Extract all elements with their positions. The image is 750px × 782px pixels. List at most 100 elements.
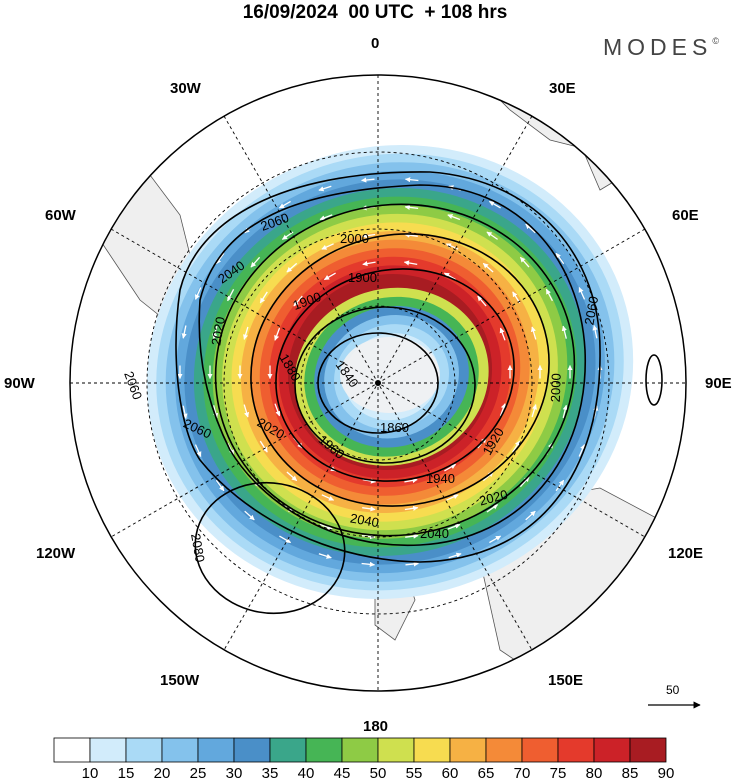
colorbar-label: 50 xyxy=(369,765,387,782)
wind-arrow xyxy=(215,252,225,265)
colorbar-swatch xyxy=(629,737,667,763)
colorbar-label: 70 xyxy=(513,765,531,782)
longitude-label: 120W xyxy=(36,545,76,562)
colorbar-label: 20 xyxy=(153,765,171,782)
colorbar-label: 55 xyxy=(405,765,423,782)
longitude-label: 30W xyxy=(170,80,201,97)
wind-arrow xyxy=(227,288,235,302)
wind-arrow xyxy=(445,243,459,250)
wind-arrow xyxy=(499,403,506,417)
wind-arrow xyxy=(274,327,281,341)
reference-arrow-label: 50 xyxy=(666,683,680,697)
wind-arrow xyxy=(404,204,419,210)
wind-arrow xyxy=(555,479,565,492)
wind-arrow xyxy=(578,287,586,300)
longitude-label: 180 xyxy=(363,718,389,735)
wind-arrow xyxy=(486,231,498,240)
wind-arrow xyxy=(545,288,553,302)
colorbar-swatch xyxy=(593,737,631,763)
brand-name: MODES xyxy=(603,34,713,60)
colorbar-label: 65 xyxy=(477,765,495,782)
colorbar-label: 75 xyxy=(549,765,567,782)
colorbar-swatch xyxy=(269,737,307,763)
contour-label: 1900 xyxy=(348,270,377,285)
contour-label: 2020 xyxy=(478,487,510,509)
wind-arrow xyxy=(278,200,291,209)
wind-arrow xyxy=(361,561,376,567)
wind-arrow xyxy=(321,243,334,250)
contour-label: 1940 xyxy=(426,471,455,486)
wind-arrow xyxy=(250,256,261,268)
colorbar-swatch xyxy=(377,737,415,763)
wind-arrow xyxy=(279,535,292,544)
wind-arrow xyxy=(530,326,537,340)
wind-arrow xyxy=(181,325,187,339)
colorbar-swatch xyxy=(449,737,487,763)
wind-arrow xyxy=(403,260,418,266)
wind-arrow xyxy=(525,510,536,521)
wind-arrow xyxy=(194,287,202,300)
colorbar-label: 10 xyxy=(81,765,99,782)
contour-label: 1860 xyxy=(380,420,409,435)
contour-label: 2000 xyxy=(340,231,369,246)
wind-arrow xyxy=(443,272,456,281)
wind-arrow xyxy=(578,444,586,457)
longitude-label: 60W xyxy=(45,207,76,224)
wind-arrow xyxy=(405,533,419,539)
wind-arrow xyxy=(444,463,457,472)
wind-arrow xyxy=(361,233,376,239)
height-contours xyxy=(175,171,663,615)
brand-logo: MODES© xyxy=(603,34,719,61)
wind-arrow xyxy=(321,494,335,501)
colorbar-swatch xyxy=(341,737,379,763)
polar-low-center xyxy=(340,337,440,413)
colorbar-swatch xyxy=(125,737,163,763)
wind-arrow xyxy=(244,510,255,521)
wind-arrow xyxy=(562,404,568,419)
wind-arrow xyxy=(525,223,536,234)
colorbar-swatch xyxy=(557,737,595,763)
wind-arrow xyxy=(561,325,567,339)
wind-arrow xyxy=(362,506,376,512)
map-title: 16/09/2024 00 UTC + 108 hrs xyxy=(242,2,508,23)
colorbar-label: 80 xyxy=(585,765,603,782)
wind-arrow xyxy=(489,535,502,544)
wind-arrow xyxy=(286,262,298,273)
colorbar-label: 90 xyxy=(657,765,675,782)
wind-arrow xyxy=(319,523,333,530)
wind-arrow xyxy=(446,494,459,501)
wind-arrow xyxy=(447,214,461,221)
colorbar-swatch xyxy=(197,737,235,763)
wind-arrow xyxy=(215,479,225,492)
wind-arrow xyxy=(404,232,418,238)
wind-arrow xyxy=(404,177,419,183)
wind-arrow xyxy=(259,440,268,453)
wind-arrow xyxy=(274,403,281,417)
contour-label: 2040 xyxy=(420,526,449,541)
colorbar-label: 35 xyxy=(261,765,279,782)
wind-arrow xyxy=(281,231,294,240)
longitude-label: 60E xyxy=(672,207,699,224)
wind-arrow xyxy=(404,505,419,511)
contour-label: 2080 xyxy=(188,532,208,563)
wind-arrow xyxy=(488,200,501,209)
map-boundary xyxy=(69,74,687,692)
colorbar-swatch xyxy=(161,737,199,763)
wind-arrow xyxy=(318,553,332,559)
wind-arrow xyxy=(319,214,333,221)
wind-arrow xyxy=(194,444,202,457)
colorbar-label: 15 xyxy=(117,765,135,782)
wind-arrow xyxy=(318,185,332,192)
longitude-label: 0 xyxy=(371,35,380,52)
wind-arrow xyxy=(592,324,598,339)
colorbar-swatch xyxy=(305,737,343,763)
colorbar-label: 30 xyxy=(225,765,243,782)
wind-arrow xyxy=(212,325,218,340)
wind-arrow xyxy=(519,476,530,488)
wind-arrow xyxy=(323,272,336,281)
pole-marker xyxy=(375,380,381,386)
wind-arrow xyxy=(286,471,298,482)
contour-label: 2040 xyxy=(349,510,380,530)
wind-arrow xyxy=(486,504,499,513)
colorbar-label: 60 xyxy=(441,765,459,782)
